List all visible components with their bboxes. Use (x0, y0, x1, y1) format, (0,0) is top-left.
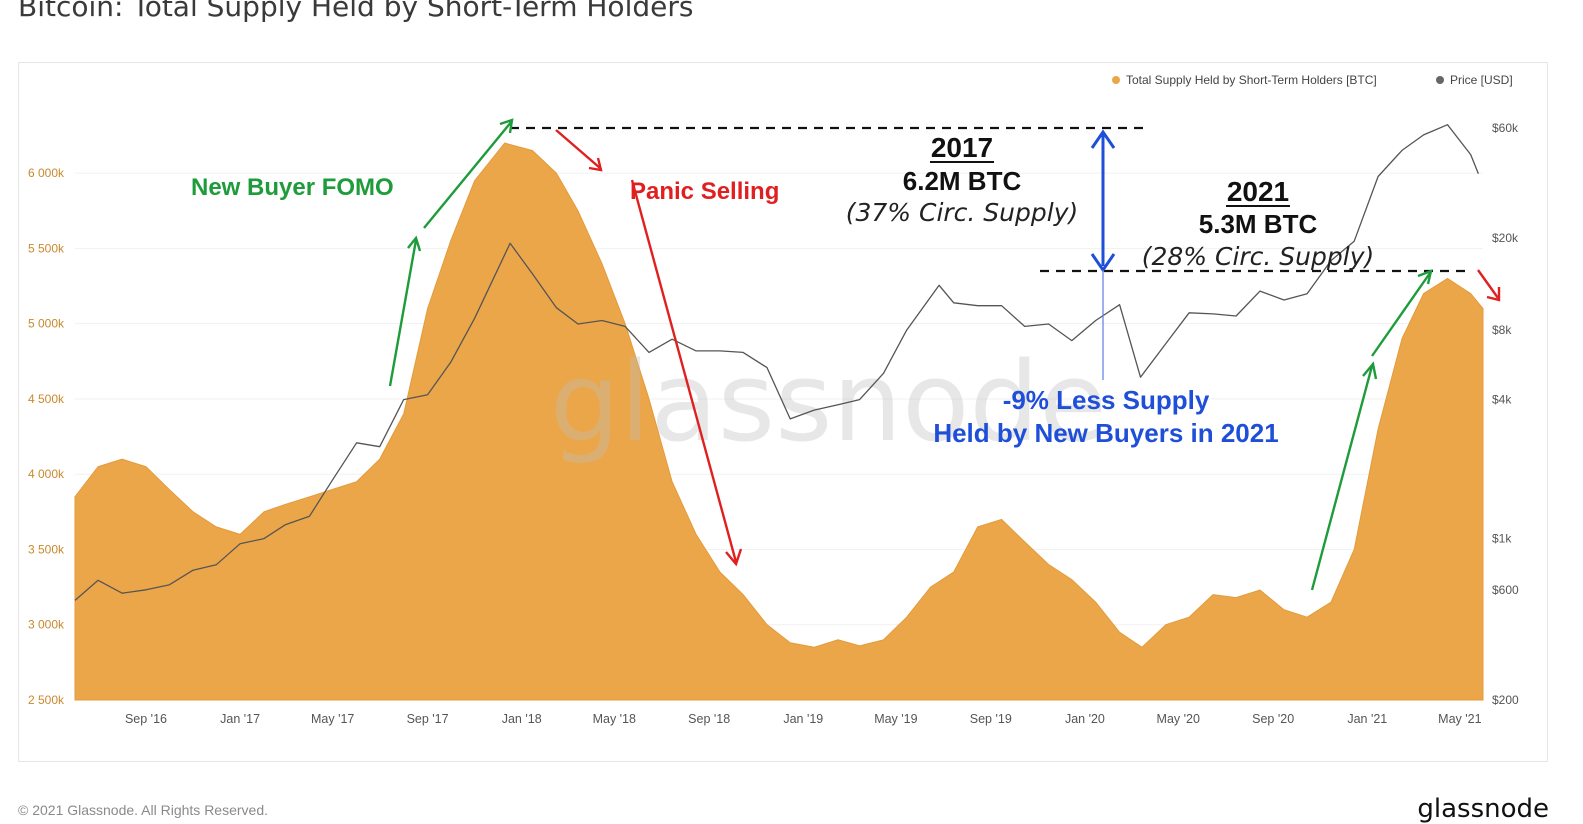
y-left-tick-label: 5 500k (28, 241, 65, 255)
annotation-2017-pct: (37% Circ. Supply) (846, 198, 1079, 227)
annotation-2021-year: 2021 (1227, 176, 1289, 207)
brand-logo-text[interactable]: glassnode (1417, 794, 1549, 824)
y-left-tick-label: 3 500k (28, 542, 65, 556)
y-left-ticks: 6 000k 5 500k 5 000k 4 500k 4 000k 3 500k 3 00… (28, 166, 65, 707)
x-tick-label: Sep '18 (688, 712, 730, 726)
price-line-layer (74, 124, 1480, 601)
red-arrows (555, 129, 1501, 567)
x-tick-label: May '18 (593, 712, 636, 726)
y-right-tick-label: $20k (1492, 231, 1519, 245)
annotation-less-supply-line2: Held by New Buyers in 2021 (933, 418, 1278, 448)
legend[interactable]: Total Supply Held by Short-Term Holders … (1112, 73, 1513, 87)
x-tick-label: Sep '16 (125, 712, 167, 726)
y-left-tick-label: 5 000k (28, 317, 65, 331)
legend-price-dot (1436, 76, 1444, 84)
x-tick-label: Jan '18 (502, 712, 542, 726)
green-arrows (388, 118, 1433, 591)
x-tick-label: Jan '19 (783, 712, 823, 726)
annotation-2017-year: 2017 (931, 132, 993, 163)
y-left-tick-label: 2 500k (28, 693, 65, 707)
footer-copyright: © 2021 Glassnode. All Rights Reserved. (18, 802, 269, 818)
x-tick-label: Sep '19 (970, 712, 1012, 726)
x-tick-label: May '19 (874, 712, 917, 726)
watermark: glassnode (550, 338, 1107, 466)
x-tick-label: Sep '20 (1252, 712, 1294, 726)
x-tick-label: Sep '17 (407, 712, 449, 726)
supply-area-layer (74, 142, 1484, 701)
x-tick-label: Jan '21 (1347, 712, 1387, 726)
x-tick-label: May '17 (311, 712, 354, 726)
page-title: Bitcoin: Total Supply Held by Short-Term… (18, 0, 694, 23)
x-tick-label: May '21 (1438, 712, 1481, 726)
y-right-tick-label: $8k (1492, 323, 1512, 337)
legend-price-label[interactable]: Price [USD] (1450, 73, 1513, 87)
annotation-2021-btc: 5.3M BTC (1199, 209, 1318, 239)
annotation-2017-btc: 6.2M BTC (903, 166, 1022, 196)
annotation-new-buyer-fomo: New Buyer FOMO (191, 174, 394, 201)
legend-supply-dot (1112, 76, 1120, 84)
y-right-tick-label: $60k (1492, 121, 1519, 135)
y-left-tick-label: 6 000k (28, 166, 65, 180)
legend-supply-label[interactable]: Total Supply Held by Short-Term Holders … (1126, 73, 1377, 87)
y-left-tick-label: 4 000k (28, 467, 65, 481)
annotation-less-supply-line1: -9% Less Supply (1003, 385, 1210, 415)
y-right-tick-label: $200 (1492, 693, 1519, 707)
price-line (74, 124, 1480, 601)
y-left-tick-label: 4 500k (28, 392, 65, 406)
y-right-tick-label: $1k (1492, 532, 1512, 546)
supply-area (74, 142, 1484, 701)
annotation-panic-selling: Panic Selling (630, 178, 779, 205)
annotation-2021-pct: (28% Circ. Supply) (1142, 242, 1375, 271)
y-left-tick-label: 3 000k (28, 618, 65, 632)
y-right-tick-label: $4k (1492, 393, 1512, 407)
x-ticks: Sep '16 Jan '17 May '17 Sep '17 Jan '18 May '… (125, 712, 1482, 726)
y-right-ticks: $60k $20k $8k $4k $1k $600 $200 (1492, 121, 1519, 707)
difference-double-arrow (1090, 129, 1116, 273)
x-tick-label: May '20 (1157, 712, 1200, 726)
x-tick-label: Jan '17 (220, 712, 260, 726)
y-right-tick-label: $600 (1492, 583, 1519, 597)
x-tick-label: Jan '20 (1065, 712, 1105, 726)
